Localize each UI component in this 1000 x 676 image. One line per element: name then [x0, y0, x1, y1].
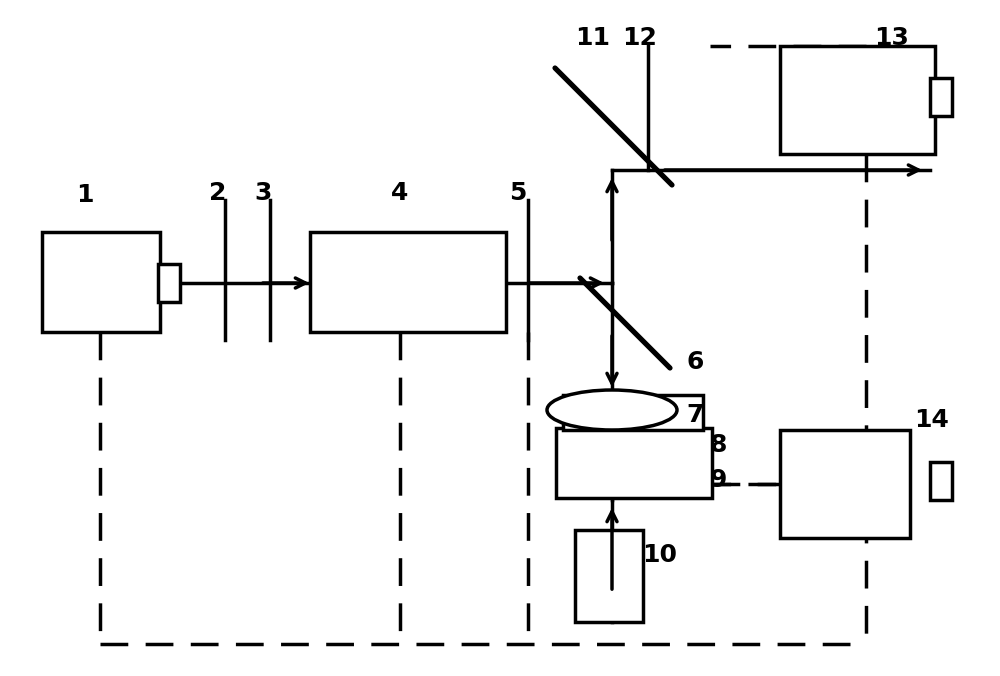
Text: 9: 9	[709, 468, 727, 492]
Ellipse shape	[547, 390, 677, 430]
Text: 8: 8	[709, 433, 727, 457]
Text: 6: 6	[686, 350, 704, 374]
Bar	[575, 530, 643, 622]
Bar	[930, 78, 952, 116]
Text: 10: 10	[642, 543, 678, 567]
Text: 3: 3	[254, 181, 272, 205]
Bar	[42, 232, 160, 332]
Text: 11: 11	[576, 26, 610, 50]
Bar	[930, 462, 952, 500]
Text: 1: 1	[76, 183, 94, 207]
Text: 7: 7	[686, 403, 704, 427]
Bar	[563, 395, 703, 430]
Text: 14: 14	[915, 408, 949, 432]
Text: 12: 12	[623, 26, 657, 50]
Text: 13: 13	[875, 26, 909, 50]
Bar	[158, 264, 180, 302]
Text: 5: 5	[509, 181, 527, 205]
Text: 2: 2	[209, 181, 227, 205]
Bar	[556, 428, 712, 498]
Bar	[780, 46, 935, 154]
Bar	[780, 430, 910, 538]
Bar	[310, 232, 506, 332]
Text: 4: 4	[391, 181, 409, 205]
